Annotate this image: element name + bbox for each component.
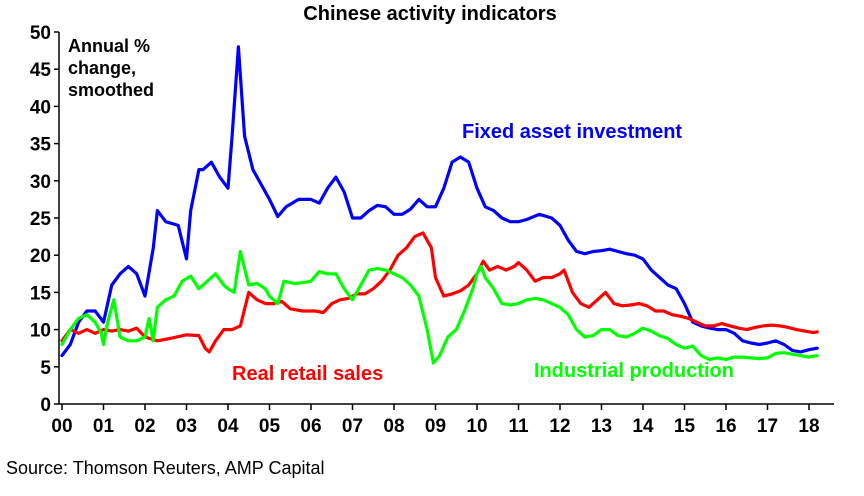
series-label-industrial-production: Industrial production [534, 360, 734, 382]
series-layer [60, 45, 819, 365]
series-line-fixed-asset-investment [60, 45, 819, 358]
x-ticks: 00 01 02 03 04 05 06 07 08 09 10 11 12 13 14 15 16 17 18 [51, 404, 820, 437]
source-note: Source: Thomson Reuters, AMP Capital [6, 458, 325, 478]
series-label-real-retail-sales: Real retail sales [232, 363, 383, 385]
x-tick-label: 05 [259, 416, 281, 437]
annotation: Annual % change, smoothed [68, 36, 154, 100]
annotation-line-2: change, [68, 58, 136, 78]
x-tick-label: 04 [217, 416, 239, 437]
x-tick-label: 00 [51, 416, 72, 437]
y-tick-label: 50 [30, 23, 51, 44]
annotation-line-3: smoothed [68, 80, 154, 100]
series-line-industrial-production [60, 249, 819, 365]
y-tick-label: 15 [30, 283, 52, 304]
annotation-line-1: Annual % [68, 36, 150, 56]
series-label-fixed-asset-investment: Fixed asset investment [462, 121, 682, 143]
series-line-real-retail-sales [60, 231, 819, 354]
x-tick-label: 16 [715, 416, 736, 437]
x-tick-label: 03 [176, 416, 197, 437]
x-tick-label: 02 [134, 416, 155, 437]
y-tick-label: 40 [30, 97, 51, 118]
x-tick-label: 01 [93, 416, 115, 437]
x-tick-label: 11 [508, 416, 529, 437]
x-tick-label: 09 [425, 416, 446, 437]
x-tick-label: 10 [466, 416, 487, 437]
y-tick-label: 10 [30, 321, 51, 342]
x-tick-label: 17 [757, 416, 778, 437]
x-tick-label: 07 [342, 416, 363, 437]
y-ticks: 0 5 10 15 20 25 30 35 40 45 50 [30, 23, 59, 416]
y-tick-label: 25 [30, 209, 52, 230]
x-tick-label: 13 [591, 416, 612, 437]
y-tick-label: 5 [40, 358, 51, 379]
y-tick-label: 30 [30, 172, 51, 193]
y-tick-label: 20 [30, 246, 51, 267]
y-tick-label: 0 [40, 395, 51, 416]
x-tick-label: 12 [549, 416, 570, 437]
x-tick-label: 18 [798, 416, 819, 437]
chart-title: Chinese activity indicators [303, 3, 556, 25]
x-tick-label: 08 [383, 416, 404, 437]
x-tick-label: 14 [632, 416, 654, 437]
x-tick-label: 06 [300, 416, 321, 437]
y-tick-label: 35 [30, 135, 52, 156]
y-tick-label: 45 [30, 60, 52, 81]
x-tick-label: 15 [674, 416, 696, 437]
